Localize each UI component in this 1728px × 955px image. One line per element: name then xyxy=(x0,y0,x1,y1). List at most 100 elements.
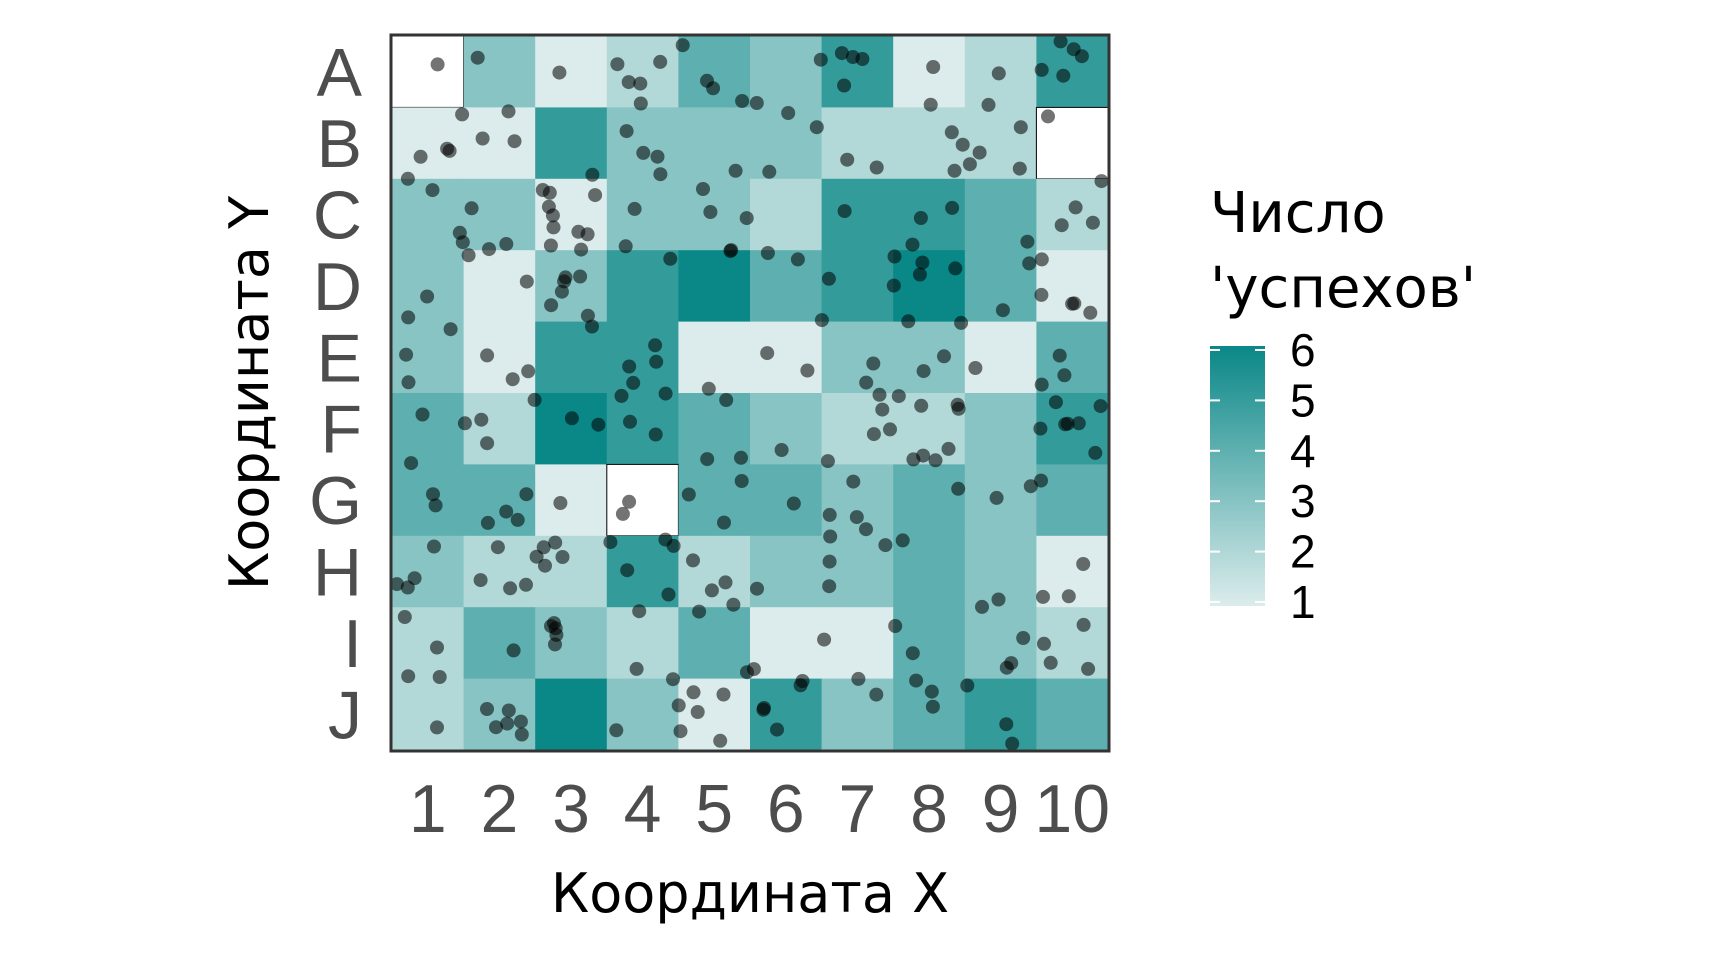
scatter-point-144 xyxy=(1093,399,1108,414)
y-axis-title: Координата Y xyxy=(218,195,281,590)
scatter-point-171 xyxy=(1033,421,1048,436)
scatter-point-153 xyxy=(442,143,457,158)
x-tick-label-4: 4 xyxy=(624,771,662,847)
heatmap-cell-C-6 xyxy=(750,178,823,251)
scatter-point-14 xyxy=(480,348,495,363)
scatter-point-94 xyxy=(1076,617,1091,632)
scatter-point-88 xyxy=(866,356,881,371)
heatmap-cell-F-1 xyxy=(392,393,465,465)
x-tick-label-7: 7 xyxy=(838,771,876,847)
scatter-point-215 xyxy=(724,243,739,258)
heatmap-cell-I-8 xyxy=(893,607,966,680)
scatter-point-196 xyxy=(901,314,916,329)
scatter-point-49 xyxy=(718,575,733,590)
scatter-point-167 xyxy=(928,453,943,468)
scatter-point-223 xyxy=(621,75,636,90)
scatter-point-97 xyxy=(1066,42,1081,57)
scatter-point-69 xyxy=(692,604,707,619)
scatter-point-135 xyxy=(1034,377,1049,392)
scatter-point-70 xyxy=(859,375,874,390)
scatter-point-39 xyxy=(457,416,472,431)
scatter-point-16 xyxy=(401,310,416,325)
scatter-point-139 xyxy=(1034,287,1049,302)
x-tick-label-9: 9 xyxy=(982,771,1020,847)
scatter-point-176 xyxy=(906,452,921,467)
scatter-point-150 xyxy=(821,271,836,286)
scatter-point-156 xyxy=(914,398,929,413)
y-tick-label-C: C xyxy=(313,178,362,254)
scatter-point-232 xyxy=(650,149,665,164)
scatter-point-72 xyxy=(883,422,897,437)
heatmap-cell-E-10 xyxy=(1036,321,1109,394)
heatmap-cell-C-4 xyxy=(606,178,679,251)
scatter-point-111 xyxy=(891,389,906,404)
scatter-point-242 xyxy=(633,96,648,111)
scatter-point-103 xyxy=(786,496,801,511)
scatter-point-19 xyxy=(626,375,641,390)
scatter-point-77 xyxy=(951,481,966,496)
scatter-point-227 xyxy=(1094,174,1109,189)
heatmap-cell-J-7 xyxy=(821,678,894,751)
scatter-point-38 xyxy=(795,674,810,688)
scatter-point-138 xyxy=(905,646,920,661)
scatter-point-95 xyxy=(837,204,852,219)
legend-tick-label-1: 1 xyxy=(1290,576,1316,628)
scatter-point-249 xyxy=(913,211,928,225)
scatter-point-74 xyxy=(1005,736,1020,751)
heatmap-cell-G-6 xyxy=(750,464,823,537)
scatter-point-165 xyxy=(760,246,775,260)
x-tick-label-10: 10 xyxy=(1034,771,1110,847)
scatter-point-61 xyxy=(954,315,969,330)
scatter-point-236 xyxy=(770,722,784,737)
scatter-point-218 xyxy=(1013,120,1028,135)
scatter-point-268 xyxy=(571,224,586,239)
heatmap-cell-A-1 xyxy=(391,35,465,108)
scatter-point-116 xyxy=(622,494,637,509)
heatmap-cell-A-4 xyxy=(606,36,679,108)
scatter-point-160 xyxy=(716,687,731,702)
scatter-point-106 xyxy=(905,237,920,252)
legend-tick-label-6: 6 xyxy=(1290,324,1316,376)
heatmap-cell-I-6 xyxy=(750,607,823,680)
legend-tick-label-3: 3 xyxy=(1290,475,1316,527)
scatter-point-264 xyxy=(490,540,505,555)
scatter-point-128 xyxy=(1081,661,1096,676)
scatter-point-244 xyxy=(482,242,496,257)
scatter-point-263 xyxy=(1022,256,1037,271)
scatter-point-254 xyxy=(413,149,428,164)
y-tick-label-J: J xyxy=(328,677,362,753)
scatter-point-169 xyxy=(452,225,467,240)
heatmap-cell-E-8 xyxy=(893,321,966,394)
scatter-point-42 xyxy=(507,134,522,149)
scatter-point-247 xyxy=(547,616,561,631)
scatter-point-83 xyxy=(428,498,443,513)
scatter-point-43 xyxy=(548,535,563,550)
y-tick-label-B: B xyxy=(317,106,362,182)
heatmap-cell-E-6 xyxy=(750,321,823,394)
heatmap-cell-G-1 xyxy=(392,464,465,537)
heatmap-cell-C-8 xyxy=(893,178,966,251)
scatter-point-213 xyxy=(474,412,489,427)
heatmap-cell-D-8 xyxy=(893,250,966,323)
scatter-point-186 xyxy=(399,347,414,362)
heatmap-cell-J-4 xyxy=(606,678,679,751)
scatter-point-178 xyxy=(673,724,688,739)
heatmap-cell-C-10 xyxy=(1036,178,1109,251)
scatter-point-11 xyxy=(519,577,533,592)
scatter-point-180 xyxy=(760,346,775,361)
scatter-point-245 xyxy=(614,388,629,403)
scatter-point-184 xyxy=(620,563,635,578)
scatter-point-124 xyxy=(610,57,625,72)
scatter-point-76 xyxy=(700,73,714,88)
scatter-point-177 xyxy=(1076,557,1091,571)
scatter-point-239 xyxy=(947,163,962,178)
scatter-point-89 xyxy=(661,587,676,602)
heatmap-cell-E-7 xyxy=(821,321,894,394)
heatmap-cell-A-2 xyxy=(463,36,536,108)
scatter-point-21 xyxy=(553,496,568,510)
scatter-point-194 xyxy=(455,107,470,122)
scatter-point-182 xyxy=(925,699,940,714)
scatter-point-275 xyxy=(505,372,520,387)
scatter-point-277 xyxy=(501,703,516,718)
scatter-point-225 xyxy=(501,104,516,119)
